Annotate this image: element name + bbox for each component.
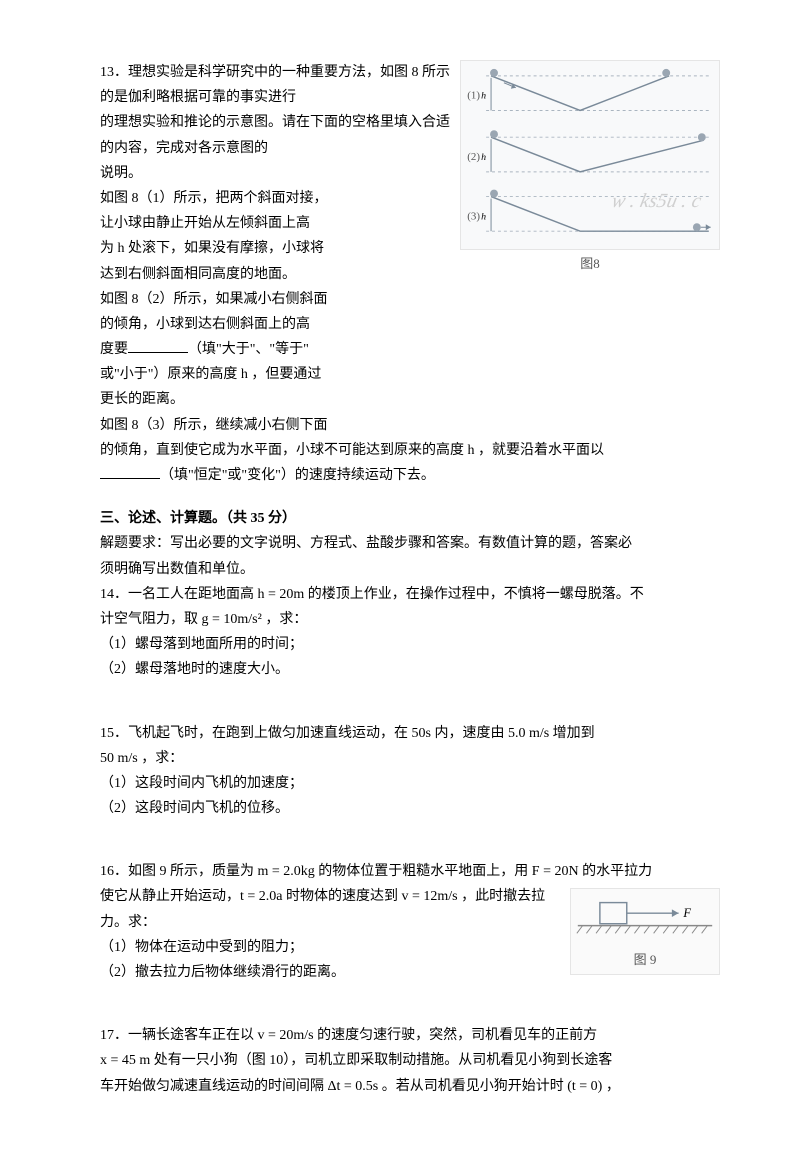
q13-text: 或"小于"）原来的高度 h ，但要通过 (100, 362, 720, 387)
question-15: 15．飞机起飞时，在跑到上做匀加速直线运动，在 50s 内，速度由 5.0 m/… (100, 721, 720, 822)
spacer (100, 1003, 720, 1023)
blank-1[interactable] (128, 338, 188, 353)
q13-text: 如图 8（3）所示，继续减小右侧下面 (100, 413, 720, 438)
figure-8-caption: 图8 (460, 252, 720, 275)
figure-8: (1) h (2) (460, 60, 720, 250)
q16-text: 如图 9 所示，质量为 m = 2.0kg 的物体位置于粗糙水平地面上，用 F … (128, 864, 652, 879)
svg-text:h: h (481, 91, 486, 102)
q17-text: 一辆长途客车正在以 v = 20m/s 的速度匀速行驶，突然，司机看见车的正前方 (128, 1028, 597, 1043)
fig8-row2-label: (2) (467, 151, 480, 163)
figure-9-caption: 图 9 (573, 946, 717, 973)
q15-part1: （1）这段时间内飞机的加速度； (100, 771, 720, 796)
fig8-row1-label: (1) (467, 90, 480, 102)
q15-part2: （2）这段时间内飞机的位移。 (100, 796, 720, 821)
q14-part2: （2）螺母落地时的速度大小。 (100, 657, 720, 682)
q13-text: （填"恒定"或"变化"）的速度持续运动下去。 (100, 463, 720, 488)
q14-text: 一名工人在距地面高 h = 20m 的楼顶上作业，在操作过程中，不慎将一螺母脱落… (128, 587, 644, 602)
spacer (100, 839, 720, 859)
q17-num: 17． (100, 1028, 128, 1043)
fig8-row3-label: (3) (467, 210, 480, 222)
section-3-req: 解题要求：写出必要的文字说明、方程式、盐酸步骤和答案。有数值计算的题，答案必 (100, 531, 720, 556)
document-page: (1) h (2) (0, 0, 800, 1157)
figure-9: F 图 9 (570, 888, 720, 974)
section-3-header: 三、论述、计算题。（共 35 分） 解题要求：写出必要的文字说明、方程式、盐酸步… (100, 506, 720, 582)
q13-num: 13． (100, 65, 128, 80)
fig9-F: F (682, 906, 691, 920)
spacer (100, 701, 720, 721)
q13-text: 如图 8（2）所示，如果减小右侧斜面 (100, 287, 720, 312)
q17-text: 车开始做匀减速直线运动的时间间隔 Δt = 0.5s 。若从司机看见小狗开始计时… (100, 1074, 720, 1099)
q15-num: 15． (100, 726, 128, 741)
q14-text: 计空气阻力，取 g = 10m/s² ，求： (100, 607, 720, 632)
q16-num: 16． (100, 864, 128, 879)
q13-text: 的倾角，直到使它成为水平面，小球不可能达到原来的高度 h ，就要沿着水平面以 (100, 438, 720, 463)
section-3-title: 三、论述、计算题。（共 35 分） (100, 506, 720, 531)
question-14: 14．一名工人在距地面高 h = 20m 的楼顶上作业，在操作过程中，不慎将一螺… (100, 582, 720, 683)
q13-text: 理想实验是科学研究中的一种重要方法，如图 8 所示的是伽利略根据可靠的事实进行 (100, 65, 450, 105)
q13-text: 度要（填"大于"、"等于" (100, 337, 720, 362)
q15-text: 50 m/s ，求： (100, 746, 720, 771)
svg-text:h: h (481, 152, 486, 163)
section-3-req: 须明确写出数值和单位。 (100, 557, 720, 582)
figure-8-container: (1) h (2) (460, 60, 720, 275)
question-16: 16．如图 9 所示，质量为 m = 2.0kg 的物体位置于粗糙水平地面上，用… (100, 859, 720, 985)
q17-text: x = 45 m 处有一只小狗（图 10），司机立即采取制动措施。从司机看见小狗… (100, 1048, 720, 1073)
q14-part1: （1）螺母落到地面所用的时间； (100, 632, 720, 657)
q14-num: 14． (100, 587, 128, 602)
svg-text:h: h (481, 211, 486, 222)
q13-text: 的倾角，小球到达右侧斜面上的高 (100, 312, 720, 337)
blank-2[interactable] (100, 464, 160, 479)
q15-text: 飞机起飞时，在跑到上做匀加速直线运动，在 50s 内，速度由 5.0 m/s 增… (128, 726, 595, 741)
question-17: 17．一辆长途客车正在以 v = 20m/s 的速度匀速行驶，突然，司机看见车的… (100, 1023, 720, 1099)
question-13: (1) h (2) (100, 60, 720, 488)
q13-text: 更长的距离。 (100, 387, 720, 412)
